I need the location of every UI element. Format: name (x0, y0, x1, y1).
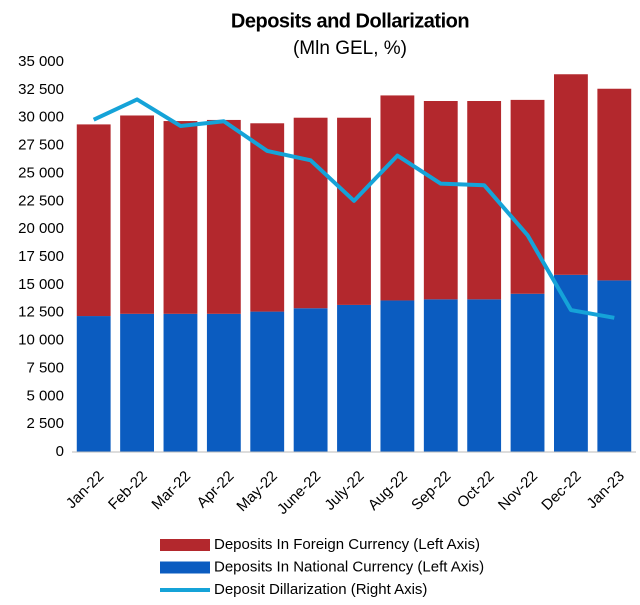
bar (250, 311, 285, 452)
x-tick-label: Nov-22 (495, 468, 541, 514)
bar (206, 119, 241, 314)
chart-subtitle: (Mln GEL, %) (293, 38, 407, 59)
x-tick-label: Jan-22 (63, 468, 107, 512)
x-tick-label: Apr-22 (194, 468, 238, 512)
y-tick-label: 32 500 (18, 81, 64, 98)
bar (163, 313, 198, 452)
y-tick-label: 2 500 (26, 415, 64, 432)
x-tick-label: June-22 (274, 468, 324, 518)
bar (293, 117, 328, 309)
bar (510, 99, 545, 294)
y-tick-label: 35 000 (18, 53, 64, 70)
x-tick-label: Sep-22 (408, 468, 454, 514)
y-tick-label: 7 500 (26, 359, 64, 376)
y-tick-label: 30 000 (18, 109, 64, 126)
y-tick-label: 22 500 (18, 192, 64, 209)
bar (120, 313, 154, 452)
bar (423, 299, 458, 452)
bar (423, 101, 458, 300)
x-tick-label: Dec-22 (538, 468, 584, 514)
bar (597, 88, 632, 281)
legend-swatch (160, 561, 210, 574)
x-tick-label: May-22 (233, 468, 280, 515)
x-tick-label: Oct-22 (454, 468, 498, 512)
bar (76, 316, 111, 452)
y-tick-label: 0 (56, 443, 64, 460)
line (92, 97, 615, 320)
bar (554, 74, 588, 275)
y-tick-label: 10 000 (18, 332, 64, 349)
bar (293, 308, 328, 452)
y-tick-label: 17 500 (18, 248, 64, 265)
x-tick-label: Mar-22 (148, 468, 194, 514)
x-tick-label: Aug-22 (365, 468, 411, 514)
y-tick-label: 27 500 (18, 137, 64, 154)
bar (380, 95, 415, 301)
bar (510, 293, 545, 452)
y-tick-label: 20 000 (18, 220, 64, 237)
legend-swatch (160, 539, 210, 551)
bar (163, 121, 198, 314)
bar (597, 280, 632, 452)
y-tick-label: 25 000 (18, 164, 64, 181)
bar (380, 300, 415, 452)
bar (76, 124, 111, 317)
y-tick-label: 12 500 (18, 304, 64, 321)
chart-title: Deposits and Dollarization (231, 10, 469, 32)
legend-label: Deposit Dillarization (Right Axis) (214, 581, 427, 598)
bar (337, 304, 371, 452)
x-tick-label: Feb-22 (105, 468, 151, 514)
x-tick-label: Jan-23 (583, 468, 627, 512)
x-tick-label: July-22 (321, 468, 367, 514)
bar (554, 274, 588, 452)
bar (120, 115, 154, 314)
y-tick-label: 5 000 (26, 387, 64, 404)
bar (206, 313, 241, 452)
y-tick-label: 15 000 (18, 276, 64, 293)
legend-label: Deposits In Foreign Currency (Left Axis) (214, 536, 480, 553)
legend-label: Deposits In National Currency (Left Axis… (214, 558, 484, 575)
bar (467, 299, 502, 452)
bar (337, 117, 371, 305)
